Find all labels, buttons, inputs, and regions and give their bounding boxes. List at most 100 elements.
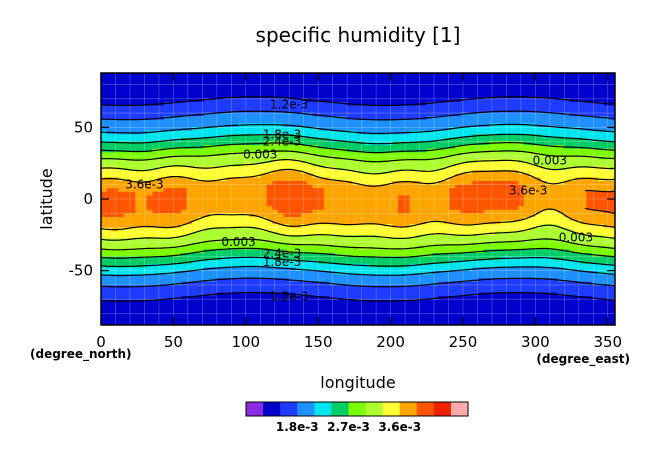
heatmap-cell <box>175 260 182 265</box>
heatmap-cell <box>535 94 542 99</box>
heatmap-cell <box>112 91 119 96</box>
heatmap-cell <box>523 152 530 157</box>
heatmap-cell <box>592 91 599 96</box>
heatmap-cell <box>175 184 182 189</box>
heatmap-cell <box>557 105 565 110</box>
heatmap-cell <box>260 220 268 225</box>
heatmap-cell <box>198 166 205 171</box>
heatmap-cell <box>209 98 216 103</box>
heatmap-cell <box>123 134 131 139</box>
heatmap-cell <box>158 271 165 276</box>
heatmap-cell <box>455 94 462 99</box>
heatmap-cell <box>483 202 490 207</box>
heatmap-cell <box>449 155 456 160</box>
heatmap-cell <box>552 235 559 240</box>
heatmap-cell <box>146 191 153 196</box>
heatmap-cell <box>255 188 262 193</box>
heatmap-cell <box>238 166 245 171</box>
heatmap-cell <box>169 227 176 232</box>
heatmap-cell <box>609 105 615 110</box>
heatmap-cell <box>483 116 490 121</box>
heatmap-cell <box>386 173 393 178</box>
heatmap-cell <box>323 202 331 207</box>
heatmap-cell <box>375 242 382 247</box>
heatmap-cell <box>295 148 302 153</box>
heatmap-cell <box>300 253 308 258</box>
heatmap-cell <box>557 184 565 189</box>
heatmap-cell <box>563 235 570 240</box>
heatmap-cell <box>295 235 302 240</box>
heatmap-cell <box>597 213 605 218</box>
heatmap-cell <box>180 256 188 261</box>
heatmap-cell <box>192 199 199 204</box>
heatmap-cell <box>569 83 576 88</box>
heatmap-cell <box>158 224 165 229</box>
heatmap-cell <box>580 116 588 121</box>
heatmap-cell <box>106 217 114 222</box>
heatmap-cell <box>260 123 268 128</box>
heatmap-cell <box>278 83 285 88</box>
heatmap-cell <box>112 73 119 78</box>
heatmap-cell <box>466 87 473 92</box>
heatmap-cell <box>397 267 405 272</box>
heatmap-cell <box>592 209 599 214</box>
heatmap-cell <box>152 209 159 214</box>
heatmap-cell <box>358 94 365 99</box>
heatmap-cell <box>295 145 302 150</box>
heatmap-cell <box>152 152 159 157</box>
heatmap-cell <box>506 245 513 250</box>
heatmap-cell <box>203 83 211 88</box>
heatmap-cell <box>397 127 405 132</box>
heatmap-cell <box>238 137 245 142</box>
heatmap-cell <box>129 238 136 243</box>
heatmap-cell <box>203 98 211 103</box>
heatmap-cell <box>318 112 325 117</box>
heatmap-cell <box>523 195 530 200</box>
heatmap-cell <box>192 80 199 85</box>
heatmap-cell <box>358 80 365 85</box>
heatmap-cell <box>609 152 615 157</box>
heatmap-cell <box>506 213 513 218</box>
heatmap-cell <box>300 91 308 96</box>
heatmap-cell <box>106 145 114 150</box>
heatmap-cell <box>260 170 268 175</box>
heatmap-cell <box>140 83 148 88</box>
heatmap-cell <box>180 231 188 236</box>
heatmap-cell <box>198 245 205 250</box>
heatmap-cell <box>312 245 319 250</box>
heatmap-cell <box>226 112 233 117</box>
heatmap-cell <box>180 116 188 121</box>
heatmap-cell <box>477 116 485 121</box>
heatmap-cell <box>318 163 325 168</box>
heatmap-cell <box>243 91 251 96</box>
heatmap-cell <box>517 220 525 225</box>
heatmap-cell <box>500 206 508 211</box>
heatmap-cell <box>443 191 450 196</box>
heatmap-cell <box>329 159 336 164</box>
heatmap-cell <box>283 109 291 114</box>
heatmap-cell <box>443 184 450 189</box>
heatmap-cell <box>335 188 342 193</box>
heatmap-cell <box>255 134 262 139</box>
heatmap-cell <box>540 184 548 189</box>
heatmap-cell <box>517 123 525 128</box>
heatmap-cell <box>580 155 588 160</box>
heatmap-cell <box>460 249 468 254</box>
heatmap-cell <box>306 137 313 142</box>
heatmap-cell <box>192 163 199 168</box>
heatmap-cell <box>586 199 593 204</box>
heatmap-cell <box>363 209 371 214</box>
heatmap-cell <box>380 137 388 142</box>
heatmap-cell <box>329 80 336 85</box>
heatmap-cell <box>426 155 433 160</box>
heatmap-cell <box>283 116 291 121</box>
heatmap-cell <box>483 152 490 157</box>
heatmap-cell <box>243 173 251 178</box>
heatmap-cell <box>238 184 245 189</box>
heatmap-cell <box>140 145 148 150</box>
heatmap-cell <box>489 184 496 189</box>
heatmap-cell <box>220 199 228 204</box>
heatmap-cell <box>146 116 153 121</box>
heatmap-cell <box>283 159 291 164</box>
heatmap-cell <box>203 231 211 236</box>
